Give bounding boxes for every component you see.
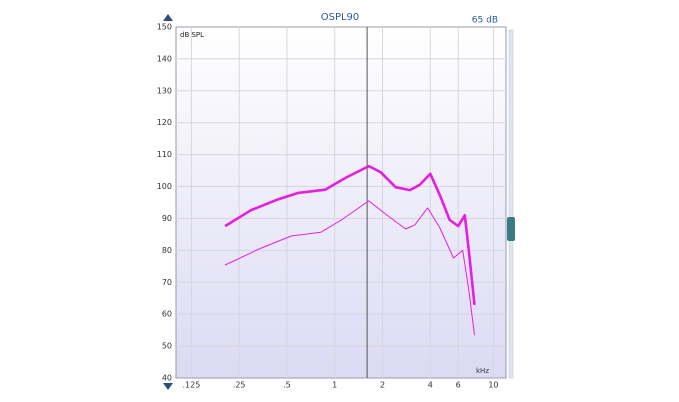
y-tick-label: 150 [157,23,172,32]
x-tick-label: 10 [488,381,498,390]
plot-area [175,26,507,379]
scroll-up[interactable] [163,14,173,21]
x-tick-label: .125 [182,381,200,390]
curve [224,164,476,306]
y-tick-label: 50 [162,342,172,351]
y-axis-label: dB SPL [180,31,204,39]
y-tick-label: 120 [157,118,172,127]
x-tick-label: 1 [332,381,337,390]
y-tick-label: 130 [157,86,172,95]
x-tick-label: .25 [233,381,246,390]
chart-title: OSPL90 [321,12,360,23]
slider-handle[interactable] [507,217,515,241]
x-axis-label: kHz [476,367,489,375]
x-tick-label: .5 [283,381,291,390]
x-tick-label: 4 [428,381,433,390]
y-tick-label: 40 [162,374,172,383]
slider-track[interactable] [508,29,514,379]
y-tick-label: 100 [157,182,172,191]
scroll-down[interactable] [163,383,173,390]
y-tick-label: 90 [162,214,172,223]
y-tick-label: 110 [157,150,172,159]
y-tick-label: 60 [162,310,172,319]
x-tick-label: 2 [380,381,385,390]
x-tick-label: 6 [456,381,461,390]
y-tick-label: 80 [162,246,172,255]
y-tick-label: 70 [162,278,172,287]
slider-label: 65 dB [472,16,498,26]
y-tick-label: 140 [157,54,172,63]
curve [224,200,475,336]
